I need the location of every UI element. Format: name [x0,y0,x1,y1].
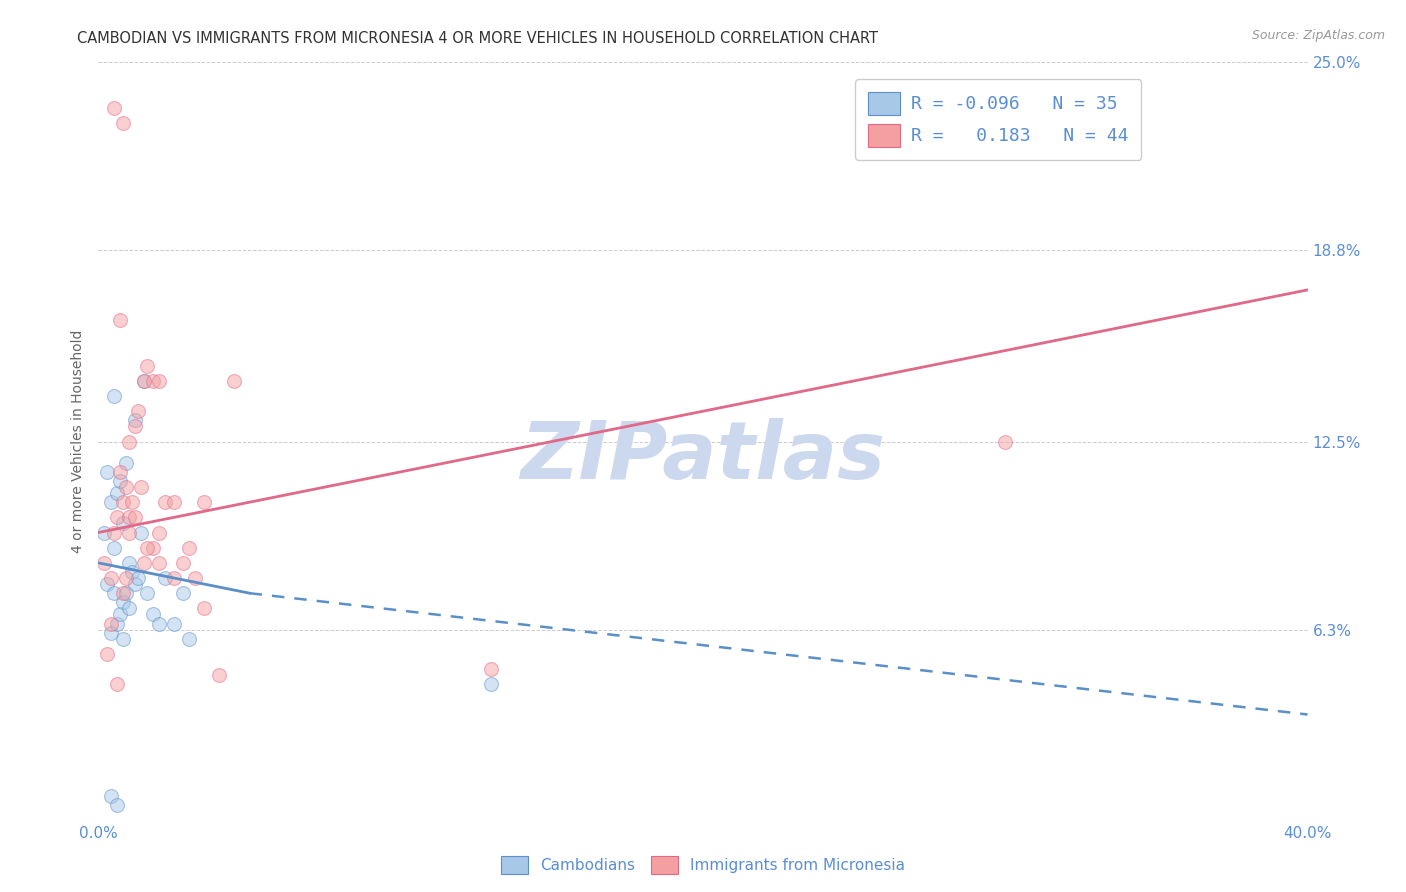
Point [129,480,152,494]
Legend: R = -0.096   N = 35, R =   0.183   N = 44: R = -0.096 N = 35, R = 0.183 N = 44 [855,79,1142,160]
Point [93,556,115,570]
Point [121,565,143,579]
Point [96,465,118,479]
Point [193,495,215,509]
Point [127,571,149,585]
Point [111,595,134,609]
Point [93,525,115,540]
Point [111,586,134,600]
Point [148,374,170,388]
Point [184,571,207,585]
Point [481,677,503,691]
Point [105,798,128,813]
Point [135,586,157,600]
Point [111,516,134,531]
Point [224,374,246,388]
Point [96,577,118,591]
Point [100,789,122,804]
Text: Source: ZipAtlas.com: Source: ZipAtlas.com [1251,29,1385,42]
Point [114,480,136,494]
Point [153,495,176,509]
Point [100,495,122,509]
Point [96,647,118,661]
Point [193,601,215,615]
Point [481,662,503,676]
Point [105,677,128,691]
Point [994,434,1017,449]
Point [135,359,157,373]
Point [118,525,141,540]
Point [124,510,146,524]
Point [105,616,128,631]
Point [172,586,194,600]
Point [118,510,141,524]
Point [132,374,155,388]
Point [127,404,149,418]
Point [114,586,136,600]
Point [179,541,201,555]
Point [148,556,170,570]
Point [100,616,122,631]
Point [114,456,136,470]
Point [132,374,155,388]
Point [163,495,186,509]
Point [111,495,134,509]
Point [124,577,146,591]
Point [124,419,146,434]
Point [105,510,128,524]
Point [111,116,134,130]
Text: CAMBODIAN VS IMMIGRANTS FROM MICRONESIA 4 OR MORE VEHICLES IN HOUSEHOLD CORRELAT: CAMBODIAN VS IMMIGRANTS FROM MICRONESIA … [77,31,879,46]
Point [118,556,141,570]
Point [105,486,128,500]
Point [111,632,134,646]
Point [118,601,141,615]
Point [103,389,125,403]
Point [108,313,131,327]
Point [179,632,201,646]
Point [124,413,146,427]
Point [114,571,136,585]
Legend: Cambodians, Immigrants from Micronesia: Cambodians, Immigrants from Micronesia [495,850,911,880]
Point [135,541,157,555]
Point [148,616,170,631]
Point [103,541,125,555]
Point [132,556,155,570]
Text: ZIPatlas: ZIPatlas [520,417,886,496]
Point [172,556,194,570]
Point [103,525,125,540]
Point [142,607,165,622]
Point [103,586,125,600]
Point [148,525,170,540]
Point [100,571,122,585]
Point [163,616,186,631]
Point [129,525,152,540]
Point [108,607,131,622]
Y-axis label: 4 or more Vehicles in Household: 4 or more Vehicles in Household [72,330,86,553]
Point [153,571,176,585]
Point [108,474,131,488]
Point [142,374,165,388]
Point [163,571,186,585]
Point [208,668,231,682]
Point [121,495,143,509]
Point [103,101,125,115]
Point [108,465,131,479]
Point [118,434,141,449]
Point [100,625,122,640]
Point [142,541,165,555]
